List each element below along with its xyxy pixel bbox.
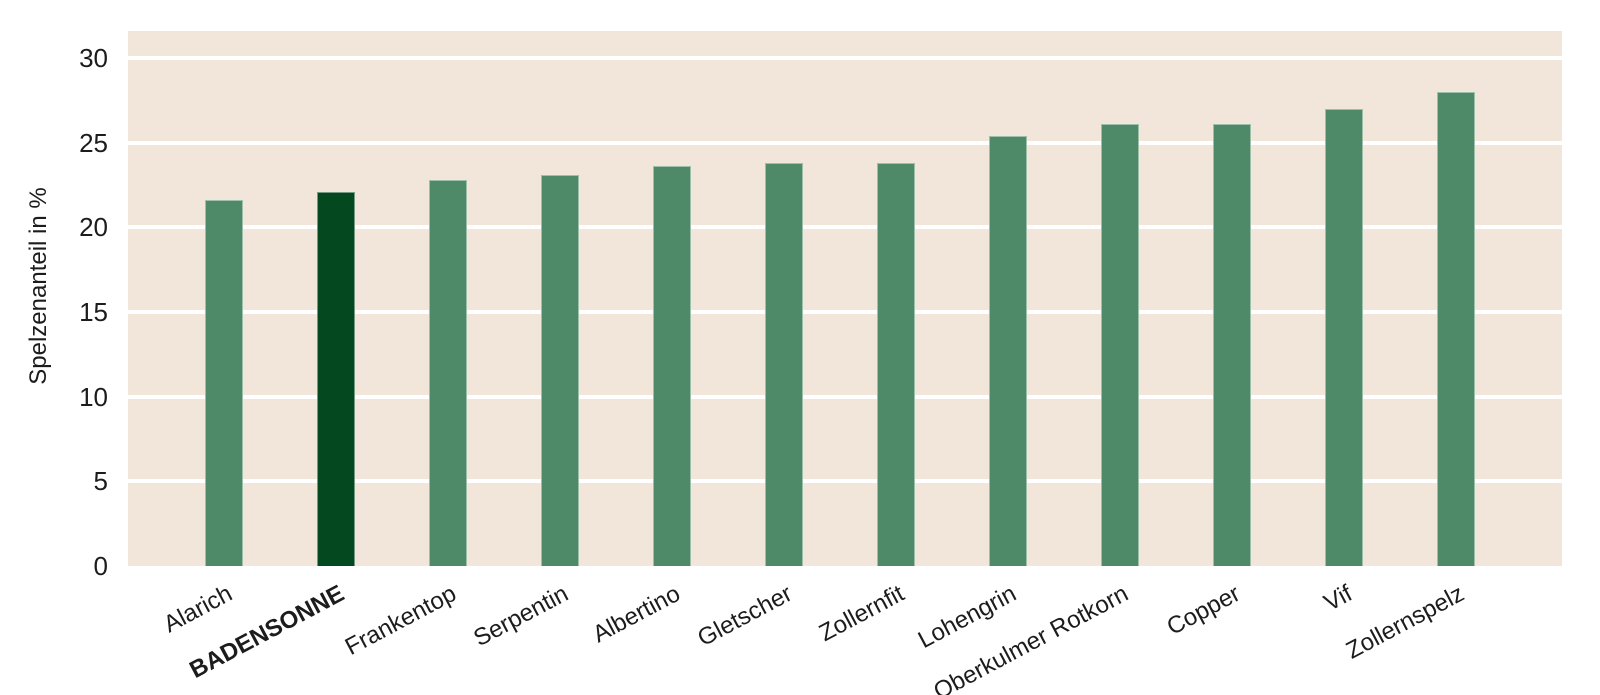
bar-vif (1325, 108, 1363, 566)
bar-lohengrin (989, 135, 1027, 566)
bar-gletscher (765, 163, 803, 566)
x-category-label-frankentop: Frankentop (340, 580, 461, 661)
y-tick-label-10: 10 (79, 381, 108, 412)
x-category-label-zollernspelz: Zollernspelz (1341, 580, 1469, 665)
gridline-5 (128, 479, 1562, 484)
x-category-label-zollernfit: Zollernfit (814, 580, 909, 648)
x-category-label-copper: Copper (1162, 580, 1245, 641)
bar-frankentop (429, 180, 467, 566)
bar-oberkulmer-rotkorn (1101, 124, 1139, 566)
y-tick-label-5: 5 (93, 466, 108, 497)
bar-copper (1213, 124, 1251, 566)
gridline-15 (128, 310, 1562, 315)
y-tick-label-15: 15 (79, 297, 108, 328)
x-category-label-albertino: Albertino (588, 580, 685, 649)
bar-zollernfit (877, 163, 915, 566)
x-category-label-alarich: Alarich (159, 580, 237, 639)
x-category-label-vif: Vif (1319, 580, 1357, 617)
x-category-label-gletscher: Gletscher (693, 580, 797, 653)
bar-zollernspelz (1437, 91, 1475, 566)
bar-alarich (205, 200, 243, 566)
gridline-30 (128, 56, 1562, 61)
x-category-label-serpentin: Serpentin (469, 580, 573, 653)
gridline-20 (128, 225, 1562, 230)
gridline-10 (128, 394, 1562, 399)
x-category-label-oberkulmer-rotkorn: Oberkulmer Rotkorn (929, 580, 1133, 695)
bar-serpentin (541, 174, 579, 566)
bar-albertino (653, 166, 691, 566)
gridline-25 (128, 140, 1562, 145)
y-tick-label-25: 25 (79, 127, 108, 158)
plot-area (128, 31, 1562, 566)
y-tick-label-20: 20 (79, 212, 108, 243)
y-tick-label-30: 30 (79, 43, 108, 74)
y-tick-label-0: 0 (93, 551, 108, 581)
bar-badensonne (317, 191, 355, 566)
